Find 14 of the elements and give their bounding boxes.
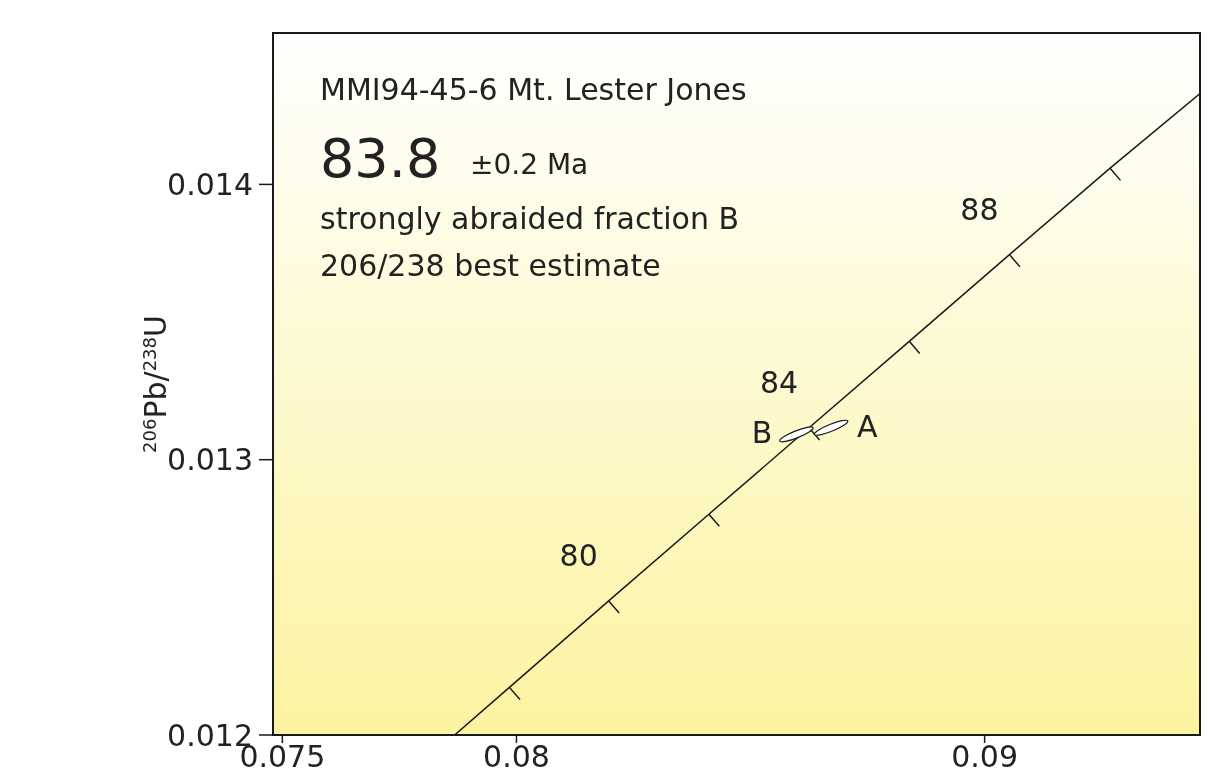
x-tick-label: 0.09 (951, 739, 1019, 774)
x-tick-label: 0.08 (483, 739, 550, 774)
series-label: B (751, 415, 773, 451)
annotation: 88 (960, 191, 999, 227)
annotation: 80 (559, 537, 598, 573)
text: MMI94-45-6 Mt. Lester Jones (320, 72, 747, 107)
annotation: 206/238 best estimate (320, 248, 661, 283)
annotation: 84 (759, 364, 799, 400)
y-tick-label: 0.013 (167, 442, 253, 478)
annotation: ±0.2 Ma (470, 148, 589, 181)
y-tick-label: 0.014 (167, 166, 253, 202)
legend-label: A (857, 408, 879, 444)
annotation: 83.8 (320, 127, 441, 190)
annotation: strongly abraided fraction B (320, 201, 740, 236)
